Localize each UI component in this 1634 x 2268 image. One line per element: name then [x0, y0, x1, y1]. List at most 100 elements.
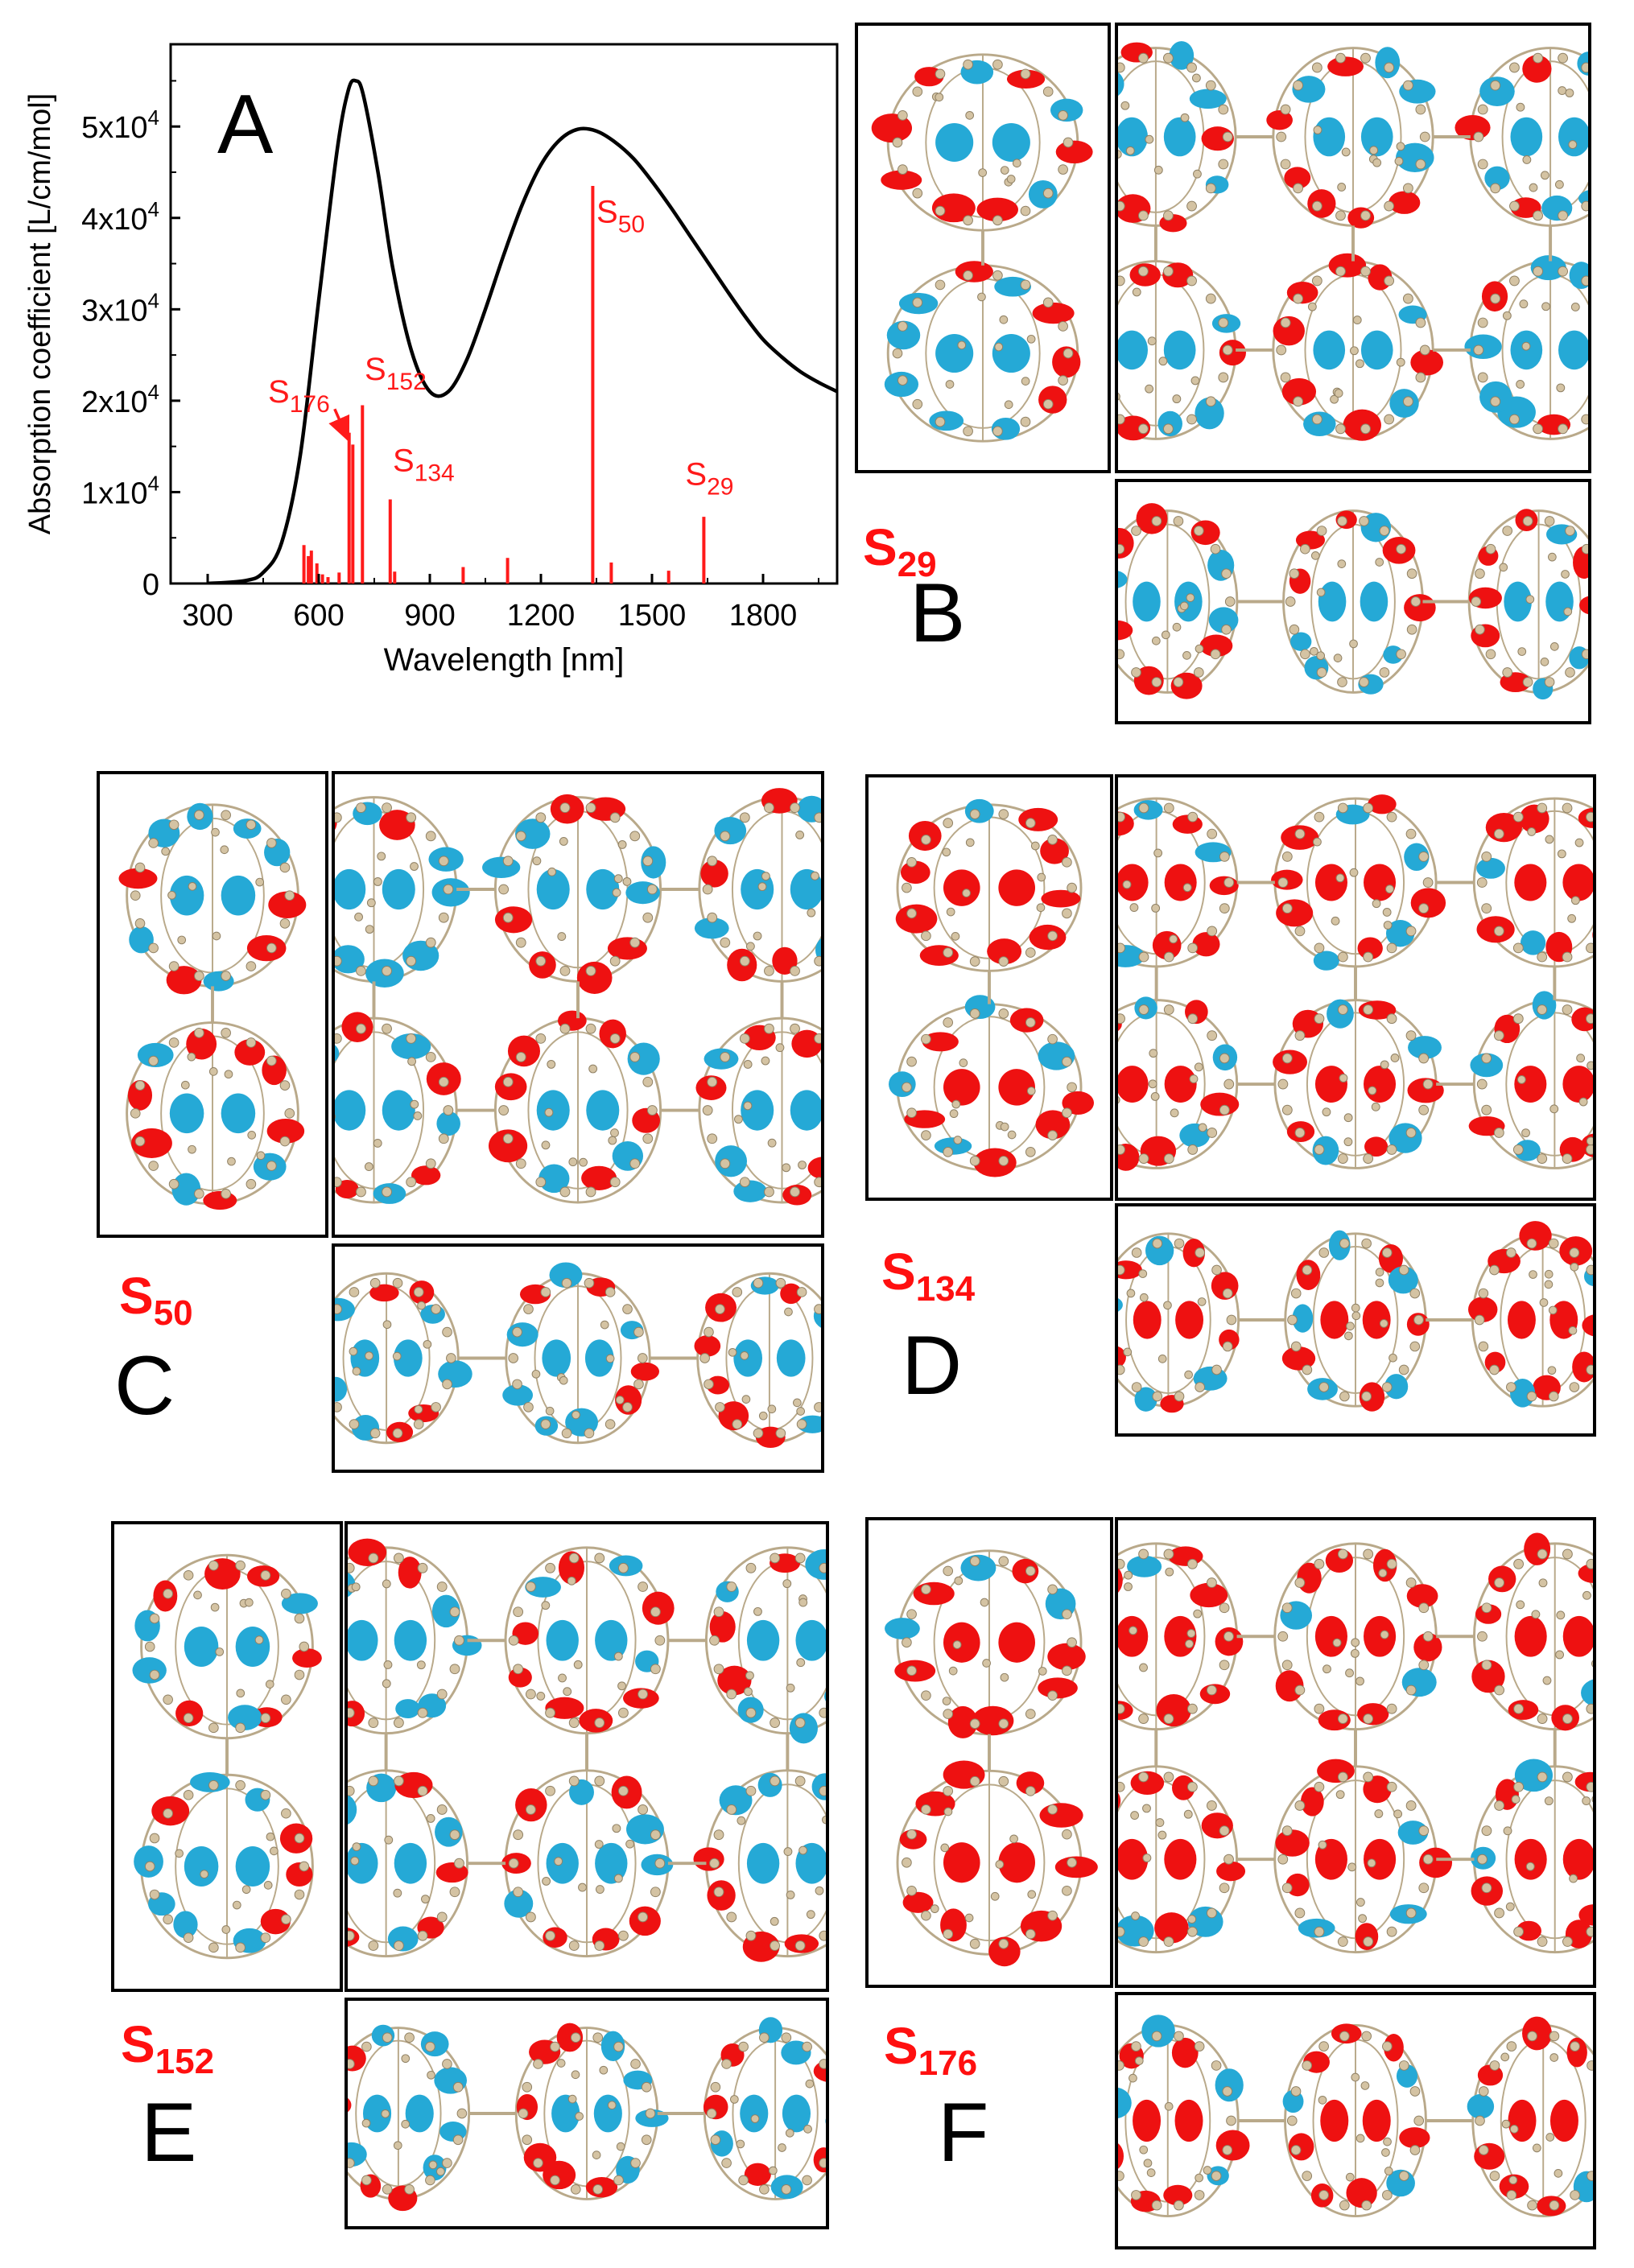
atom [513, 1887, 524, 1898]
atom [1322, 1664, 1331, 1674]
atom [1174, 2031, 1184, 2042]
density-lobe-center [1320, 2099, 1349, 2142]
atom [935, 205, 946, 216]
atom [525, 1689, 536, 1700]
atom [425, 1158, 436, 1169]
atom [921, 1690, 931, 1701]
atom [266, 1055, 277, 1066]
atom [1004, 400, 1013, 410]
atom [255, 877, 265, 887]
atom [425, 1051, 436, 1062]
density-lobe-blue [1467, 2093, 1495, 2119]
atom [1163, 1301, 1172, 1310]
atom [758, 1411, 768, 1421]
atom [1337, 951, 1348, 963]
atom [1481, 1602, 1492, 1614]
atom [536, 1691, 546, 1701]
absorption-spectrum-chart: 300 600 900 1200 1500 180001x1042x1043x1044x1… [23, 43, 839, 678]
atom [1281, 1825, 1293, 1837]
atom [1170, 1108, 1179, 1118]
atom [1544, 677, 1555, 687]
atom [588, 1064, 598, 1074]
atom [1581, 275, 1588, 287]
atom [618, 1930, 629, 1941]
density-lobe-center [998, 1842, 1035, 1883]
atom [998, 1156, 1009, 1166]
density-lobe-center [235, 1626, 270, 1668]
atom [935, 68, 946, 80]
atom [348, 1707, 355, 1718]
density-lobe-red [955, 261, 993, 282]
atom [943, 1147, 954, 1157]
atom [1570, 2190, 1580, 2200]
density-lobe-red [919, 945, 959, 967]
atom [897, 110, 908, 121]
atom [1554, 179, 1564, 189]
atom [215, 1647, 225, 1656]
atom [1381, 2148, 1390, 2157]
atom [1138, 951, 1149, 963]
atom [1047, 1690, 1058, 1701]
atom [299, 1641, 310, 1652]
atom [1485, 543, 1496, 555]
atom [515, 1158, 526, 1169]
atom [1381, 1382, 1393, 1392]
atom [368, 1553, 379, 1564]
atom [1493, 926, 1504, 937]
atom [1418, 1104, 1430, 1115]
atom [1318, 1247, 1330, 1258]
atom [617, 839, 627, 849]
atom [452, 2134, 464, 2146]
atom [246, 961, 257, 971]
atom [1396, 649, 1406, 660]
density-lobe-blue [515, 819, 551, 849]
atom [1130, 1811, 1140, 1821]
atom [410, 1099, 419, 1109]
atom [1586, 1558, 1593, 1569]
atom [1405, 1685, 1417, 1696]
atom [1307, 302, 1317, 311]
atom [570, 2032, 581, 2043]
atom [726, 1911, 737, 1923]
atom [584, 1277, 595, 1289]
atom [721, 2059, 732, 2069]
atom [775, 1277, 786, 1289]
density-lobe-blue [1312, 1136, 1339, 1165]
atom [436, 1804, 448, 1815]
atom [1124, 1582, 1133, 1591]
atom [1358, 1914, 1368, 1924]
atom [612, 888, 621, 897]
atom [163, 1914, 173, 1925]
atom [221, 1925, 231, 1934]
atom [1413, 2115, 1425, 2126]
density-lobe-center [335, 868, 366, 910]
density-lobe-red [1172, 1775, 1195, 1800]
density-lobe-red [292, 1648, 322, 1668]
atom [1205, 293, 1216, 304]
density-lobe-center [998, 869, 1035, 906]
density-lobe-red [576, 961, 613, 994]
atom [1386, 1013, 1397, 1025]
plot-frame [169, 43, 839, 585]
atom [1134, 2056, 1144, 2065]
atom [1405, 1030, 1417, 1041]
atom [1187, 1013, 1199, 1025]
atom [764, 1186, 774, 1198]
density-lobe-blue [929, 410, 964, 431]
density-lobe-blue [1484, 166, 1510, 191]
atom [1207, 1128, 1218, 1138]
atom [1226, 1314, 1237, 1326]
atom [1186, 1781, 1198, 1792]
panel-b-side-view [855, 23, 1111, 473]
atom [1294, 1030, 1306, 1041]
density-lobe-center [992, 333, 1030, 373]
atom [1118, 2171, 1124, 2181]
atom [948, 1666, 958, 1676]
atom [1281, 903, 1293, 914]
atom [618, 1707, 629, 1718]
atom [1020, 279, 1031, 291]
atom [1118, 543, 1125, 555]
atom [1223, 1631, 1234, 1642]
atom [610, 1128, 619, 1137]
density-lobe-center [1174, 581, 1203, 622]
